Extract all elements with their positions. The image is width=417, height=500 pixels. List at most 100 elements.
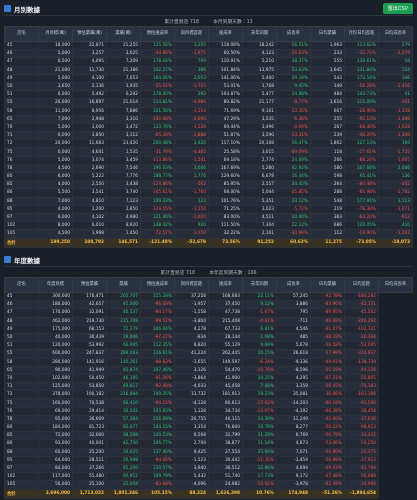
store-cell: 55: [4, 98, 39, 108]
value-cell: 108,792: [72, 237, 107, 248]
value-cell: 3,255: [174, 40, 209, 51]
data-row: 78 4,500 2,690 7,546 196.03% 3,046 167.69% 5,28…: [4, 163, 413, 174]
value-cell: 113.62%: [344, 40, 379, 51]
store-cell: 76: [4, 406, 39, 416]
value-cell: 29,606: [106, 332, 141, 343]
value-cell: -4,033: [174, 382, 209, 392]
value-cell: 68,153: [72, 324, 107, 334]
value-cell: 4,500: [38, 163, 73, 174]
value-cell: 3,740: [106, 188, 141, 198]
value-cell: 118.08%: [208, 40, 243, 51]
value-cell: 106.77%: [140, 439, 175, 449]
value-cell: 20,755: [174, 414, 209, 425]
value-cell: -6.24%: [242, 357, 277, 367]
value-cell: -78.38%: [344, 204, 379, 214]
value-cell: 3,354: [174, 422, 209, 433]
value-cell: 920: [174, 221, 209, 231]
value-cell: 2,101: [242, 229, 277, 239]
value-cell: 177.91%: [344, 196, 379, 206]
value-cell: 5,477: [242, 90, 277, 100]
value-cell: -96.09%: [140, 300, 175, 310]
table-head: 店名 月目標(萬) 預估業績(萬) 業績(萬) 預估達成率 與目標差距 達成率 去年同期 成長率…: [4, 26, 413, 42]
value-cell: -45,502: [344, 308, 379, 318]
data-row: 45 18,000 22,871 21,255 115.56% 3,255 118.08% 1…: [4, 40, 413, 51]
value-cell: 84,000: [38, 463, 73, 474]
value-cell: 180,000: [38, 300, 73, 310]
value-cell: 57,245: [276, 291, 311, 302]
value-cell: 60.62%: [276, 237, 311, 248]
value-cell: 2,053: [174, 73, 209, 83]
value-cell: 1,535: [106, 147, 141, 157]
value-cell: 1,128: [174, 406, 209, 416]
value-cell: 4,102: [72, 212, 107, 223]
value-cell: 112.35%: [140, 341, 175, 351]
value-cell: 11,683: [72, 139, 107, 149]
data-row: 105 4,500 1,998 1,450 -72.57% -3,050 32.22% 2,1…: [4, 229, 413, 239]
icon: [4, 256, 11, 263]
value-cell: -139,739: [344, 357, 379, 367]
value-cell: -1,071: [378, 204, 413, 214]
value-cell: -0.61%: [242, 316, 277, 326]
column-header: 預估業績: [72, 277, 107, 293]
value-cell: -4,192: [276, 406, 311, 416]
value-cell: 101.58%: [140, 106, 175, 116]
data-row: 50 40,000 30,439 29,606 -97.27% -834 28,144 1.0…: [4, 332, 413, 343]
store-cell: 50: [4, 81, 39, 92]
value-cell: 66,410: [106, 398, 141, 408]
value-cell: 386: [174, 65, 209, 75]
value-cell: -75,183: [344, 382, 379, 392]
value-cell: -51.26%: [310, 488, 345, 499]
value-cell: 56,000: [38, 480, 73, 490]
value-cell: 9,172: [276, 472, 311, 482]
value-cell: 11,000: [38, 106, 73, 116]
store-cell: 72: [4, 390, 39, 400]
export-button[interactable]: 匯出CSV: [382, 3, 413, 14]
value-cell: -67.21%: [310, 373, 345, 384]
value-cell: 41: [378, 90, 413, 100]
value-cell: -246,292: [344, 316, 379, 326]
data-row: 72 20,000 11,683 23,420 200.48% 3,420 117.10% 2…: [4, 139, 413, 149]
value-cell: -105.61%: [140, 188, 175, 198]
value-cell: -1,894,654: [344, 488, 379, 499]
value-cell: 17.73%: [242, 472, 277, 482]
value-cell: 280,000: [38, 357, 73, 367]
value-cell: -4,096: [174, 480, 209, 490]
value-cell: 23,420: [106, 139, 141, 149]
value-cell: 266: [310, 155, 345, 165]
value-cell: 2,690: [72, 163, 107, 174]
value-cell: 69,000: [38, 406, 73, 416]
value-cell: -1,498: [378, 114, 413, 124]
value-cell: 3,650: [38, 81, 73, 92]
column-header: 日均業績: [310, 277, 345, 293]
data-table: 店名 月目標(萬) 預估業績(萬) 業績(萬) 預估達成率 與目標差距 達成率 去年同期 成長率…: [4, 26, 413, 248]
value-cell: 36,609: [72, 414, 107, 425]
value-cell: 4,500: [38, 229, 73, 239]
value-cell: 2,774: [242, 155, 277, 165]
store-cell: 65: [4, 114, 39, 124]
value-cell: -402: [378, 180, 413, 190]
value-cell: 141.06%: [208, 73, 243, 83]
value-cell: 178.00%: [140, 90, 175, 100]
value-cell: -34.86%: [140, 49, 175, 59]
value-cell: -562: [174, 180, 209, 190]
value-cell: 30,439: [72, 332, 107, 343]
value-cell: -1,202: [378, 229, 413, 239]
icon: [4, 5, 11, 12]
value-cell: -3,804: [174, 316, 209, 326]
store-cell: 47: [4, 308, 39, 318]
value-cell: 5,432: [174, 472, 209, 482]
value-cell: 289,063: [106, 349, 141, 359]
value-cell: -1.67%: [242, 308, 277, 318]
value-cell: 607: [310, 106, 345, 116]
value-cell: -48.29%: [310, 332, 345, 343]
value-cell: -38,458: [344, 406, 379, 416]
column-header: 月份日均差距: [344, 26, 379, 42]
value-cell: 117.10%: [208, 139, 243, 149]
value-cell: 20,000: [38, 139, 73, 149]
value-cell: 3,420: [174, 139, 209, 149]
value-cell: -33,432: [344, 431, 379, 441]
value-cell: -1,079: [378, 49, 413, 59]
store-cell: 65: [4, 365, 39, 375]
value-cell: 6,500: [38, 57, 73, 67]
value-cell: 109.33%: [140, 196, 175, 206]
